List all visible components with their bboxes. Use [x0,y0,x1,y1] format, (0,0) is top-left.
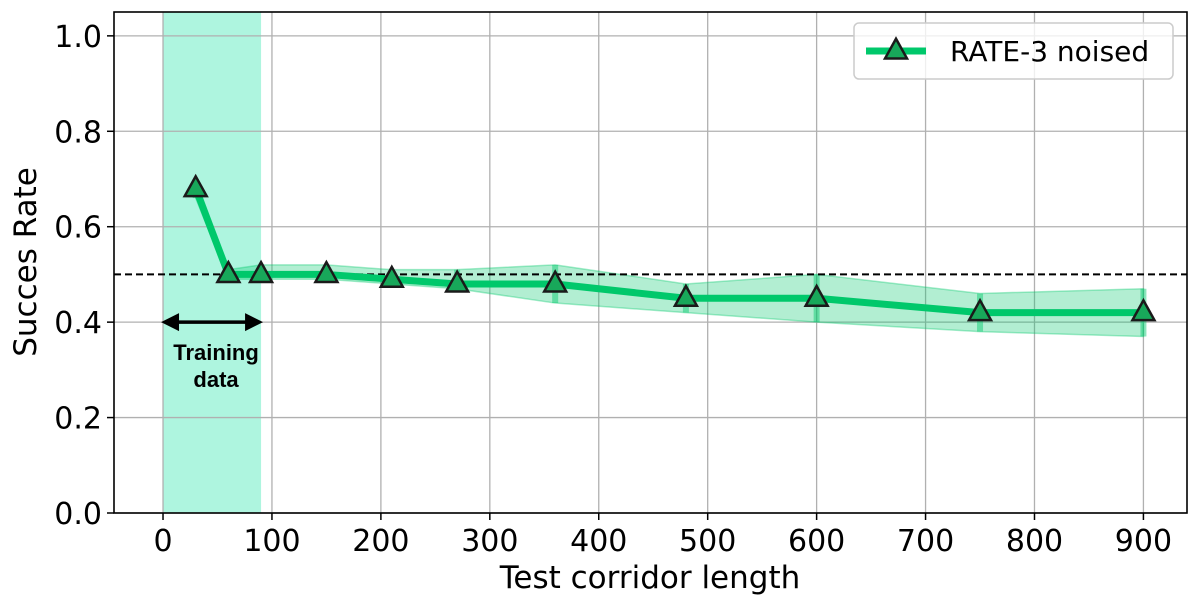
training-region-layer [163,12,262,513]
annotation-layer: Training data [161,313,264,392]
x-tick-label: 900 [1115,524,1172,559]
x-tick-label: 500 [679,524,736,559]
y-tick-label: 0.2 [54,402,102,437]
y-axis-title: Succes Rate [8,167,44,357]
y-tick-label: 0.8 [54,115,102,150]
legend-frame [853,22,1174,80]
y-tick-label: 0.6 [54,211,102,246]
x-tick-label: 200 [352,524,409,559]
data-point-marker [966,297,994,322]
legend-marker-triangle [882,36,910,60]
axis-layer: 0 100 200 300 400 500 600 700 800 900 0.0 0.2 0.4 0.6… [54,11,1188,559]
data-point-marker [182,173,209,198]
data-point-marker [672,283,700,308]
x-tick-label: 600 [788,524,845,559]
data-point-marker [215,259,242,284]
data-point-marker [313,259,340,284]
series-layer [182,173,1157,322]
training-label-line-1: Training [173,340,259,365]
data-point-marker [803,283,830,308]
x-tick-label: 800 [1006,524,1063,559]
data-point-marker [378,264,405,288]
data-point-marker [542,269,569,293]
y-tick-label: 0.4 [54,306,102,341]
training-arrow-right-head [245,313,264,332]
x-tick-label: 0 [153,524,172,559]
series-confidence-band [194,178,1145,338]
x-tick-label: 400 [570,524,627,559]
y-tick-label: 1.0 [54,20,102,55]
training-label-line-2: data [193,367,239,392]
data-point-marker [1130,297,1157,322]
training-arrow-left-head [161,313,180,332]
x-tick-label: 300 [461,524,518,559]
data-point-marker [444,269,471,293]
training-region-shade [163,12,262,513]
x-tick-label: 700 [897,524,954,559]
legend-label: RATE-3 noised [950,35,1149,68]
legend: RATE-3 noised [853,22,1174,80]
x-tick-label: 100 [243,524,300,559]
x-axis-title: Test corridor length [499,560,801,596]
y-tick-label: 0.0 [54,497,102,532]
grid-layer [114,12,1187,514]
plot-frame [113,11,1188,514]
data-point-marker [247,259,275,284]
